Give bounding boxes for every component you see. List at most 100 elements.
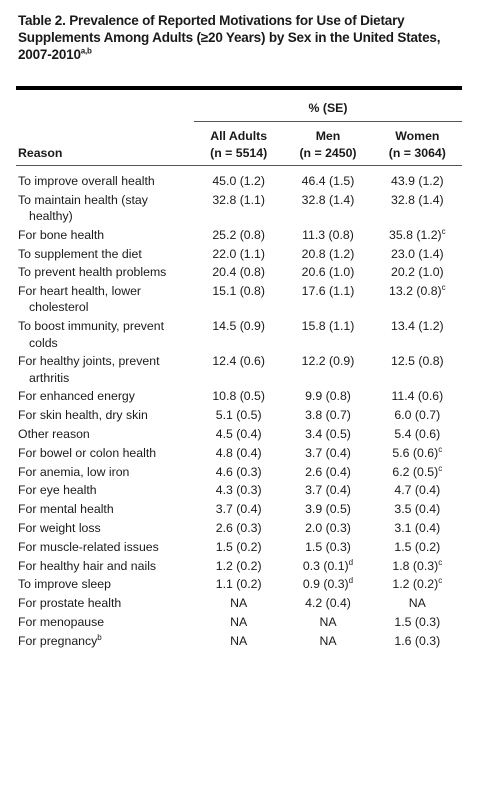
table-row: For healthy hair and nails 1.2 (0.2) 0.3 (… (16, 558, 462, 577)
footnote-mark: d (348, 557, 354, 567)
cell-value: 1.1 (0.2) (215, 577, 262, 592)
cell-value: Other reason (18, 427, 90, 442)
reason-cell: For healthy hair and nails (16, 558, 194, 577)
reason-cell: To boost immunity, prevent colds (16, 318, 194, 353)
cell-value: 4.7 (0.4) (394, 483, 441, 498)
cell-text: For enhanced energy (18, 388, 188, 404)
table-row: To maintain health (stay healthy) 32.8 (1… (16, 192, 462, 227)
value-cell: 3.7 (0.4) (283, 445, 372, 464)
reason-header: Reason (16, 121, 194, 166)
cell-text: 5.6 (0.6)c (392, 445, 442, 460)
footnote-mark: d (348, 576, 354, 586)
cell-value: 0.9 (0.3) (302, 577, 349, 592)
table-row: For muscle-related issues 1.5 (0.2) 1.5 (0… (16, 539, 462, 558)
cell-value: To prevent health problems (18, 265, 167, 280)
cell-text: 6.2 (0.5)c (392, 464, 442, 479)
cell-value: 4.2 (0.4) (305, 596, 351, 611)
cell-text: 9.9 (0.8) (305, 389, 351, 403)
cell-text: 45.0 (1.2) (212, 174, 265, 188)
column-n: (n = 2450) (299, 145, 357, 160)
value-cell: 1.5 (0.2) (194, 539, 283, 558)
value-cell: NA (194, 614, 283, 633)
value-cell: 1.5 (0.3) (373, 614, 462, 633)
cell-text: NA (230, 596, 247, 610)
value-cell: 20.8 (1.2) (283, 246, 372, 265)
reason-cell: To prevent health problems (16, 264, 194, 283)
column-name: Men (315, 129, 341, 144)
cell-text: To boost immunity, prevent colds (18, 318, 188, 351)
value-cell: 1.1 (0.2) (194, 576, 283, 595)
cell-text: For menopause (18, 614, 188, 630)
cell-text: NA (409, 596, 426, 610)
cell-text: 12.4 (0.6) (212, 354, 265, 368)
cell-text: 0.3 (0.1)d (303, 557, 354, 573)
cell-text: For bowel or colon health (18, 445, 188, 461)
cell-text: For bone health (18, 227, 188, 243)
cell-value: 5.4 (0.6) (394, 427, 441, 442)
value-cell: 45.0 (1.2) (194, 165, 283, 191)
cell-value: 6.0 (0.7) (394, 408, 441, 423)
value-cell: 46.4 (1.5) (283, 165, 372, 191)
value-cell: 32.8 (1.1) (194, 192, 283, 227)
table-row: Other reason 4.5 (0.4) 3.4 (0.5) 5.4 (0.6) (16, 426, 462, 445)
value-cell: 13.2 (0.8)c (373, 283, 462, 318)
table-row: For menopause NA NA 1.5 (0.3) (16, 614, 462, 633)
cell-text: 3.7 (0.4) (305, 483, 351, 497)
cell-text: For prostate health (18, 595, 188, 611)
value-cell: 25.2 (0.8) (194, 227, 283, 246)
cell-text: For pregnancyb (18, 633, 188, 649)
cell-text: 13.4 (1.2) (391, 319, 444, 333)
cell-value: For eye health (18, 483, 97, 498)
cell-text: 4.7 (0.4) (394, 483, 440, 497)
cell-text: For healthy hair and nails (18, 558, 188, 574)
value-cell: 3.8 (0.7) (283, 407, 372, 426)
table-head: % (SE) Reason All Adults (n = 5514) Men (n … (16, 100, 462, 166)
footnote-mark: c (438, 557, 443, 567)
cell-value: For prostate health (18, 596, 122, 611)
cell-value: For bone health (18, 227, 105, 242)
cell-text: 15.8 (1.1) (302, 319, 355, 333)
cell-value: 1.5 (0.3) (305, 539, 351, 554)
cell-text: 3.9 (0.5) (305, 502, 351, 516)
table-row: For bone health 25.2 (0.8) 11.3 (0.8) 35.8 … (16, 227, 462, 246)
cell-value: 32.8 (1.1) (212, 192, 265, 207)
cell-value: NA (230, 615, 248, 630)
cell-text: 4.8 (0.4) (216, 446, 262, 460)
cell-value: 1.6 (0.3) (394, 633, 441, 648)
cell-text: 35.8 (1.2)c (389, 227, 446, 242)
value-cell: 12.4 (0.6) (194, 353, 283, 388)
table-row: To improve overall health 45.0 (1.2) 46.4 … (16, 165, 462, 191)
value-cell: 6.2 (0.5)c (373, 464, 462, 483)
title-footnote: a,b (80, 46, 92, 56)
column-header-row: Reason All Adults (n = 5514) Men (n = 2450)… (16, 121, 462, 166)
cell-value: 12.2 (0.9) (301, 354, 355, 369)
cell-value: 43.9 (1.2) (391, 173, 444, 188)
group-header-row: % (SE) (16, 100, 462, 123)
cell-value: 1.5 (0.2) (394, 539, 441, 554)
reason-cell: For heart health, lower cholesterol (16, 283, 194, 318)
value-cell: 1.2 (0.2)c (373, 576, 462, 595)
cell-text: 1.5 (0.2) (216, 540, 262, 554)
value-cell: 3.1 (0.4) (373, 520, 462, 539)
value-cell: 1.5 (0.2) (373, 539, 462, 558)
cell-value: 9.9 (0.8) (305, 389, 351, 404)
value-cell: 11.3 (0.8) (283, 227, 372, 246)
table-row: To prevent health problems 20.4 (0.8) 20.6… (16, 264, 462, 283)
value-cell: 11.4 (0.6) (373, 388, 462, 407)
cell-value: 10.8 (0.5) (212, 389, 265, 404)
cell-value: NA (408, 596, 426, 611)
cell-text: 4.2 (0.4) (305, 596, 351, 610)
cell-text: 20.4 (0.8) (212, 265, 265, 279)
table-row: For bowel or colon health 4.8 (0.4) 3.7 (0… (16, 445, 462, 464)
cell-value: 15.8 (1.1) (301, 319, 355, 334)
value-cell: NA (194, 633, 283, 652)
value-cell: 15.8 (1.1) (283, 318, 372, 353)
cell-value: 1.8 (0.3) (392, 558, 439, 573)
cell-text: 2.6 (0.4) (305, 465, 351, 479)
cell-text: For heart health, lower cholesterol (18, 283, 188, 316)
cell-value: NA (230, 633, 248, 648)
cell-text: 46.4 (1.5) (302, 174, 355, 188)
cell-text: 4.5 (0.4) (216, 427, 262, 441)
